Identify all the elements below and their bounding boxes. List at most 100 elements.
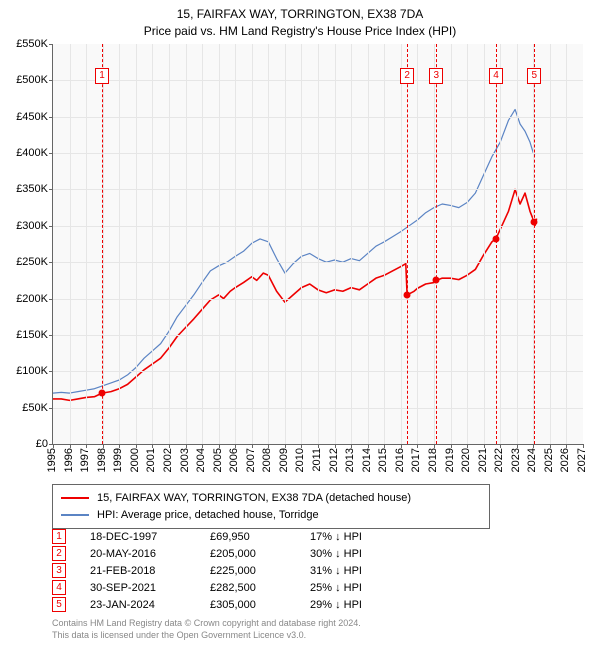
sale-marker-box: 1 xyxy=(95,68,109,84)
sales-row: 2 20-MAY-2016£205,00030% ↓ HPI xyxy=(52,545,410,562)
x-axis-label: 1999 xyxy=(112,448,124,472)
x-axis-label: 2022 xyxy=(493,448,505,472)
x-axis-label: 2003 xyxy=(179,448,191,472)
x-axis-label: 2000 xyxy=(129,448,141,472)
legend-row-property: 15, FAIRFAX WAY, TORRINGTON, EX38 7DA (d… xyxy=(61,490,481,507)
sales-index-box: 3 xyxy=(52,563,66,578)
legend: 15, FAIRFAX WAY, TORRINGTON, EX38 7DA (d… xyxy=(52,484,490,529)
series-property-line xyxy=(53,189,537,400)
footnote-line2: This data is licensed under the Open Gov… xyxy=(52,630,361,642)
sales-diff: 29% ↓ HPI xyxy=(310,599,410,611)
x-axis-label: 2023 xyxy=(510,448,522,472)
x-axis-label: 2010 xyxy=(294,448,306,472)
x-axis-label: 2008 xyxy=(261,448,273,472)
legend-label-hpi: HPI: Average price, detached house, Torr… xyxy=(97,507,319,524)
sale-marker-box: 2 xyxy=(400,68,414,84)
sales-index-box: 4 xyxy=(52,580,66,595)
sales-price: £305,000 xyxy=(210,599,310,611)
sales-date: 18-DEC-1997 xyxy=(90,531,210,543)
sale-marker-line xyxy=(436,44,437,444)
sale-dot xyxy=(404,291,411,298)
legend-swatch-hpi xyxy=(61,514,89,516)
sales-index-box: 1 xyxy=(52,529,66,544)
x-axis-label: 1997 xyxy=(79,448,91,472)
sales-diff: 25% ↓ HPI xyxy=(310,582,410,594)
x-axis-label: 2024 xyxy=(526,448,538,472)
footnote-line1: Contains HM Land Registry data © Crown c… xyxy=(52,618,361,630)
x-axis-label: 2016 xyxy=(394,448,406,472)
legend-label-property: 15, FAIRFAX WAY, TORRINGTON, EX38 7DA (d… xyxy=(97,490,411,507)
sales-date: 23-JAN-2024 xyxy=(90,599,210,611)
x-axis-label: 2011 xyxy=(311,448,323,472)
x-axis-label: 2012 xyxy=(328,448,340,472)
sales-date: 20-MAY-2016 xyxy=(90,548,210,560)
x-axis-label: 2020 xyxy=(460,448,472,472)
y-axis-label: £50K xyxy=(22,402,48,414)
y-axis-label: £100K xyxy=(16,365,48,377)
sales-row: 1 18-DEC-1997£69,95017% ↓ HPI xyxy=(52,528,410,545)
y-axis-label: £200K xyxy=(16,293,48,305)
y-axis-label: £550K xyxy=(16,38,48,50)
sales-price: £282,500 xyxy=(210,582,310,594)
x-axis-label: 2025 xyxy=(543,448,555,472)
x-axis-label: 2021 xyxy=(477,448,489,472)
sales-price: £225,000 xyxy=(210,565,310,577)
sales-row: 3 21-FEB-2018£225,00031% ↓ HPI xyxy=(52,562,410,579)
x-axis-label: 1998 xyxy=(96,448,108,472)
sales-diff: 30% ↓ HPI xyxy=(310,548,410,560)
legend-row-hpi: HPI: Average price, detached house, Torr… xyxy=(61,507,481,524)
y-axis-label: £150K xyxy=(16,329,48,341)
sales-diff: 17% ↓ HPI xyxy=(310,531,410,543)
title-line1: 15, FAIRFAX WAY, TORRINGTON, EX38 7DA xyxy=(0,6,600,23)
x-axis-label: 2026 xyxy=(559,448,571,472)
x-axis-label: 2019 xyxy=(444,448,456,472)
y-axis-label: £300K xyxy=(16,220,48,232)
sales-row: 4 30-SEP-2021£282,50025% ↓ HPI xyxy=(52,579,410,596)
sale-marker-line xyxy=(534,44,535,444)
y-axis-label: £450K xyxy=(16,111,48,123)
x-axis-label: 2027 xyxy=(576,448,588,472)
x-axis-label: 2015 xyxy=(377,448,389,472)
series-hpi-line xyxy=(53,109,535,393)
x-axis-label: 2001 xyxy=(145,448,157,472)
sales-date: 30-SEP-2021 xyxy=(90,582,210,594)
sales-price: £205,000 xyxy=(210,548,310,560)
sales-table: 1 18-DEC-1997£69,95017% ↓ HPI 2 20-MAY-2016… xyxy=(52,528,410,613)
title-block: 15, FAIRFAX WAY, TORRINGTON, EX38 7DA Pr… xyxy=(0,0,600,40)
chart-container: 15, FAIRFAX WAY, TORRINGTON, EX38 7DA Pr… xyxy=(0,0,600,650)
y-axis-label: £500K xyxy=(16,74,48,86)
y-axis-label: £400K xyxy=(16,147,48,159)
sale-dot xyxy=(99,390,106,397)
x-axis-label: 2018 xyxy=(427,448,439,472)
sale-marker-box: 3 xyxy=(429,68,443,84)
y-axis-label: £350K xyxy=(16,183,48,195)
sales-row: 5 23-JAN-2024£305,00029% ↓ HPI xyxy=(52,596,410,613)
sales-index-box: 5 xyxy=(52,597,66,612)
x-axis-label: 2009 xyxy=(278,448,290,472)
footnote: Contains HM Land Registry data © Crown c… xyxy=(52,618,361,641)
sale-marker-line xyxy=(496,44,497,444)
x-axis-label: 2017 xyxy=(410,448,422,472)
legend-swatch-property xyxy=(61,497,89,499)
x-axis-label: 1995 xyxy=(46,448,58,472)
x-axis-label: 2006 xyxy=(228,448,240,472)
sale-marker-box: 4 xyxy=(489,68,503,84)
y-axis-label: £250K xyxy=(16,256,48,268)
sale-marker-line xyxy=(407,44,408,444)
x-axis-label: 2005 xyxy=(212,448,224,472)
x-axis-label: 2007 xyxy=(245,448,257,472)
sales-date: 21-FEB-2018 xyxy=(90,565,210,577)
x-axis-label: 2004 xyxy=(195,448,207,472)
title-line2: Price paid vs. HM Land Registry's House … xyxy=(0,23,600,40)
sales-index-box: 2 xyxy=(52,546,66,561)
sale-dot xyxy=(531,219,538,226)
x-axis-label: 2013 xyxy=(344,448,356,472)
chart-area: 12345 £0£50K£100K£150K£200K£250K£300K£35… xyxy=(52,44,582,444)
sale-marker-line xyxy=(102,44,103,444)
sales-price: £69,950 xyxy=(210,531,310,543)
sale-dot xyxy=(493,235,500,242)
sale-dot xyxy=(433,277,440,284)
x-axis-label: 2002 xyxy=(162,448,174,472)
sales-diff: 31% ↓ HPI xyxy=(310,565,410,577)
sale-marker-box: 5 xyxy=(527,68,541,84)
